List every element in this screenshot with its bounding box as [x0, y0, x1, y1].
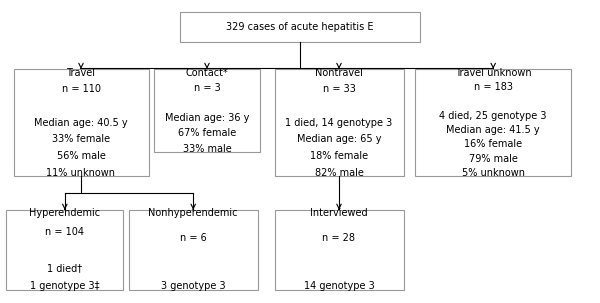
Text: 1 died†: 1 died† [47, 263, 82, 273]
Text: n = 110: n = 110 [62, 84, 101, 94]
Text: 33% male: 33% male [182, 144, 232, 154]
Bar [154, 69, 260, 152]
Text: n = 183: n = 183 [474, 82, 513, 92]
Text: n = 104: n = 104 [46, 227, 84, 237]
Text: 4 died, 25 genotype 3: 4 died, 25 genotype 3 [439, 111, 547, 121]
Text: n = 6: n = 6 [180, 233, 206, 243]
Text: 5% unknown: 5% unknown [462, 168, 525, 178]
Text: Contact*: Contact* [185, 68, 229, 78]
Text: Median age: 40.5 y: Median age: 40.5 y [34, 118, 128, 128]
Bar [129, 210, 258, 290]
Text: Median age: 65 y: Median age: 65 y [297, 135, 381, 145]
Bar [180, 12, 420, 42]
Text: 18% female: 18% female [310, 151, 368, 161]
Text: n = 3: n = 3 [194, 83, 220, 93]
Bar [6, 210, 124, 290]
Text: 67% female: 67% female [178, 128, 236, 138]
Text: Median age: 36 y: Median age: 36 y [165, 113, 249, 123]
Text: 56% male: 56% male [56, 151, 106, 161]
Text: 329 cases of acute hepatitis E: 329 cases of acute hepatitis E [226, 22, 374, 32]
Text: 3 genotype 3: 3 genotype 3 [161, 281, 226, 291]
Text: 1 died, 14 genotype 3: 1 died, 14 genotype 3 [286, 118, 392, 128]
Bar [415, 69, 571, 176]
Text: n = 28: n = 28 [323, 233, 355, 243]
Text: 14 genotype 3: 14 genotype 3 [304, 281, 374, 291]
Bar [275, 69, 404, 176]
Text: Travel: Travel [67, 68, 95, 78]
Text: n = 33: n = 33 [323, 84, 355, 94]
Text: 33% female: 33% female [52, 135, 110, 145]
Text: 82% male: 82% male [314, 168, 364, 178]
Text: 11% unknown: 11% unknown [47, 168, 115, 178]
Text: Hyperendemic: Hyperendemic [29, 208, 100, 218]
Text: Nontravel: Nontravel [315, 68, 363, 78]
Text: 79% male: 79% male [469, 154, 518, 164]
Text: 16% female: 16% female [464, 139, 522, 149]
Text: Nonhyperendemic: Nonhyperendemic [148, 208, 238, 218]
Bar [14, 69, 149, 176]
Text: Travel unknown: Travel unknown [455, 68, 532, 78]
Bar [275, 210, 404, 290]
Text: Median age: 41.5 y: Median age: 41.5 y [446, 125, 540, 135]
Text: 1 genotype 3‡: 1 genotype 3‡ [30, 281, 100, 291]
Text: Interviewed: Interviewed [310, 208, 368, 218]
